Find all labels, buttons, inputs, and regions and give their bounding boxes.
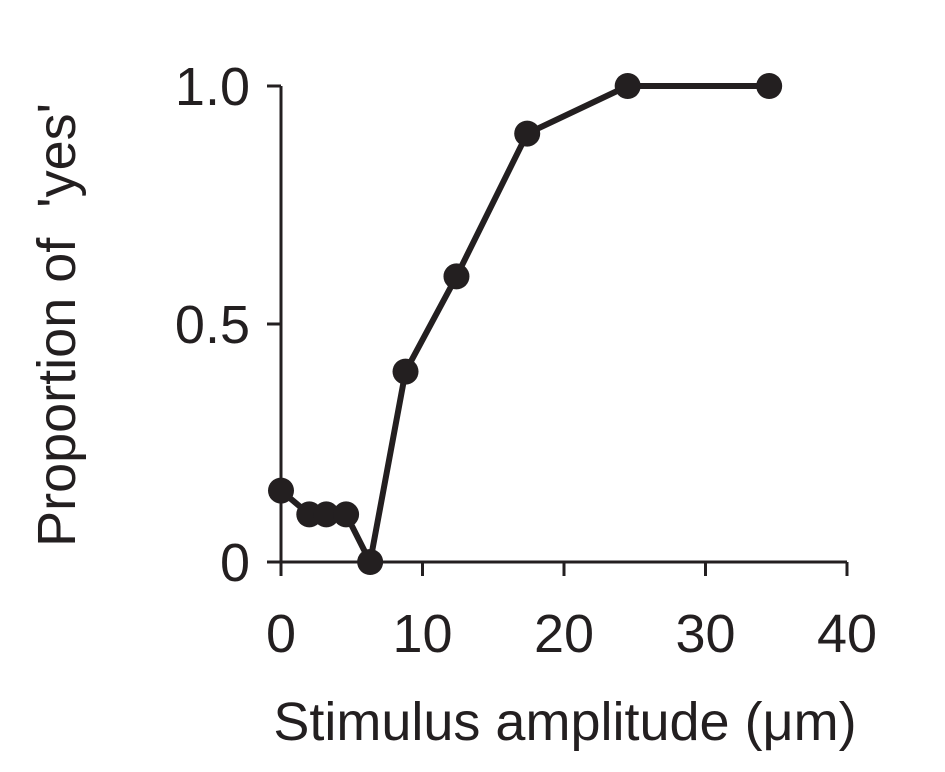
x-tick-label: 30 (675, 604, 735, 664)
y-tick-label: 0 (220, 533, 250, 593)
x-tick-label: 0 (266, 604, 296, 664)
x-tick-label: 10 (392, 604, 452, 664)
data-point (333, 501, 360, 528)
y-tick-label: 1.0 (175, 57, 250, 117)
data-point (392, 358, 419, 385)
series-group (268, 73, 783, 575)
data-point (443, 263, 470, 290)
data-point (756, 73, 783, 99)
x-axis-title: Stimulus amplitude (μm) (273, 692, 856, 752)
y-axis-title: Proportion of 'yes' (27, 103, 87, 547)
data-point (357, 549, 384, 575)
data-point (614, 73, 641, 99)
x-tick-label: 40 (817, 604, 877, 664)
x-tick-label: 20 (534, 604, 594, 664)
axes: 0 10 20 30 40 0 0.5 1.0 (175, 57, 877, 664)
data-point (268, 477, 294, 504)
data-point (313, 501, 340, 528)
data-point (514, 120, 541, 147)
y-tick-label: 0.5 (175, 295, 250, 355)
series-line (279, 83, 770, 565)
